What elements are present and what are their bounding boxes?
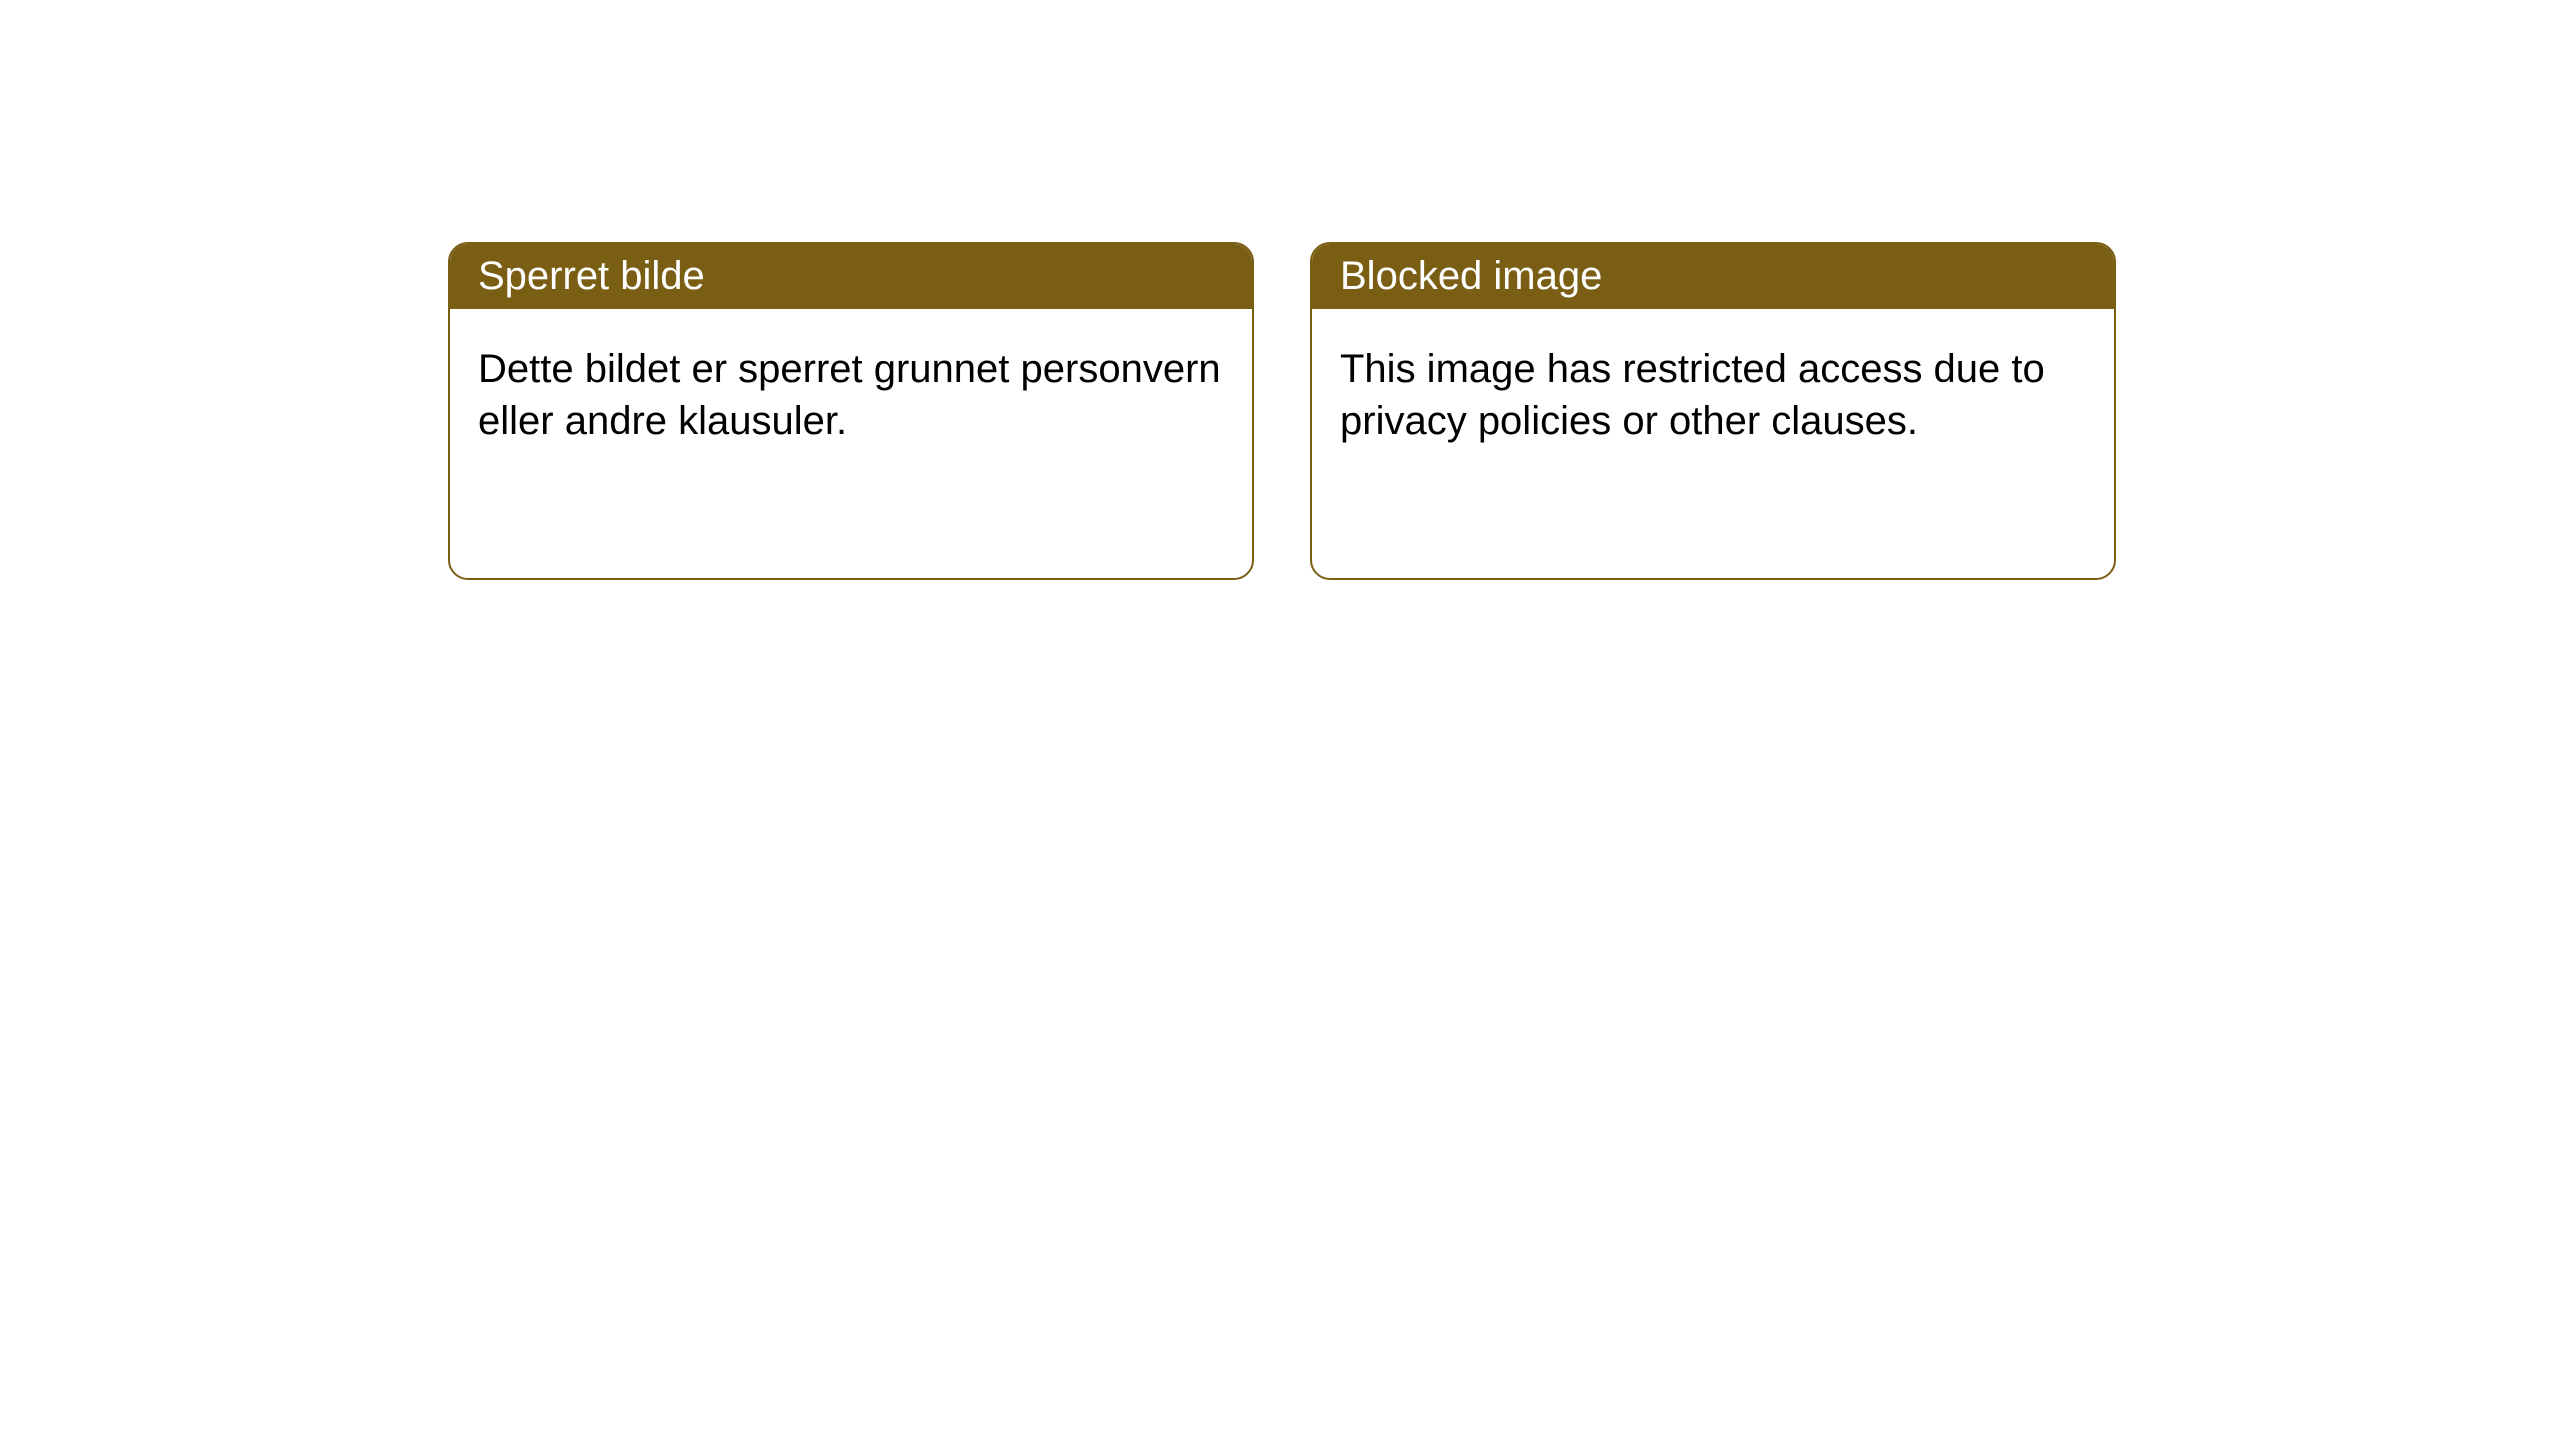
- blocked-image-card-no: Sperret bilde Dette bildet er sperret gr…: [448, 242, 1254, 580]
- card-title: Blocked image: [1340, 254, 1602, 298]
- card-body: Dette bildet er sperret grunnet personve…: [450, 309, 1252, 481]
- card-body-text: This image has restricted access due to …: [1340, 347, 2045, 443]
- card-body: This image has restricted access due to …: [1312, 309, 2114, 481]
- blocked-image-card-en: Blocked image This image has restricted …: [1310, 242, 2116, 580]
- card-header: Sperret bilde: [450, 244, 1252, 309]
- card-title: Sperret bilde: [478, 254, 705, 298]
- card-header: Blocked image: [1312, 244, 2114, 309]
- card-body-text: Dette bildet er sperret grunnet personve…: [478, 347, 1221, 443]
- notice-cards-container: Sperret bilde Dette bildet er sperret gr…: [448, 242, 2560, 580]
